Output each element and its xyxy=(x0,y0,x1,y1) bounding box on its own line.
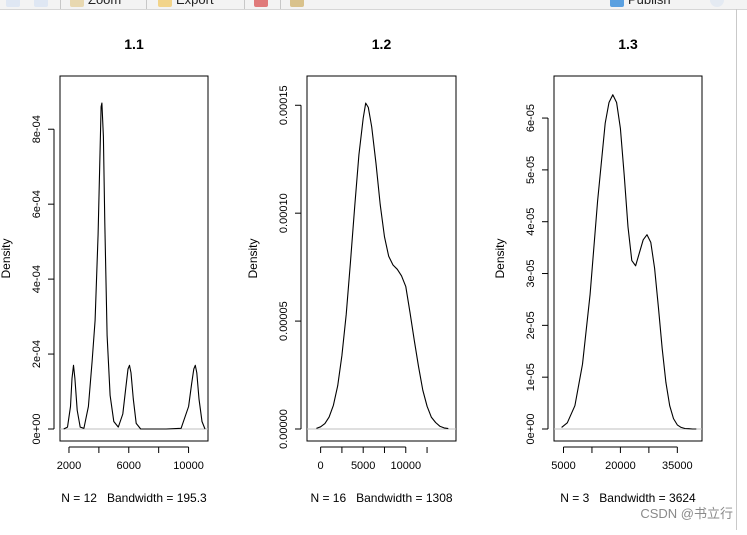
y-tick-label: 0e+00 xyxy=(525,414,537,445)
export-label: Export xyxy=(176,0,214,8)
plot-frame xyxy=(306,75,457,442)
density-plots: 1.1 2000 6000 10000 0e+00 2e-04 4e-04 6e-04 8e-0… xyxy=(0,36,703,505)
forward-arrow-icon xyxy=(34,0,48,7)
x-tick-label: 5000 xyxy=(551,460,575,472)
pane-border xyxy=(736,9,737,530)
export-icon xyxy=(158,0,172,7)
y-tick-label: 4e-05 xyxy=(525,208,537,236)
forward-button[interactable] xyxy=(34,0,48,8)
panel-title: 1.1 xyxy=(124,36,144,52)
publish-icon xyxy=(610,0,624,7)
x-axis-title: N = 12 Bandwidth = 195.3 xyxy=(61,491,207,505)
x-tick-label: 0 xyxy=(318,460,324,472)
x-axis: 2000 6000 10000 xyxy=(57,446,204,472)
y-tick-label: 6e-05 xyxy=(525,104,537,132)
plot-area: 1.1 2000 6000 10000 0e+00 2e-04 4e-04 6e-04 8e-0… xyxy=(0,10,736,530)
toolbar-divider xyxy=(244,0,245,9)
x-axis-title: N = 16 Bandwidth = 1308 xyxy=(310,491,452,505)
y-tick-label: 0.00005 xyxy=(278,301,290,341)
x-tick-label: 2000 xyxy=(57,460,81,472)
y-tick-label: 6e-04 xyxy=(31,190,43,218)
y-tick-label: 0.00010 xyxy=(278,193,290,233)
y-tick-label: 8e-04 xyxy=(31,115,43,143)
x-tick-label: 5000 xyxy=(351,460,375,472)
refresh-button[interactable] xyxy=(710,0,724,8)
zoom-button[interactable]: Zoom xyxy=(70,0,121,8)
y-tick-label: 5e-05 xyxy=(525,156,537,184)
plot-frame xyxy=(553,75,703,442)
panel-title: 1.3 xyxy=(618,36,638,52)
clear-plots-button[interactable] xyxy=(290,0,304,8)
density-curve xyxy=(561,94,697,430)
remove-plot-icon xyxy=(254,0,268,7)
y-axis-title: Density xyxy=(246,238,260,278)
x-tick-label: 20000 xyxy=(605,460,636,472)
export-button[interactable]: Export xyxy=(158,0,214,8)
y-axis-title: Density xyxy=(0,238,13,278)
x-tick-label: 6000 xyxy=(117,460,141,472)
x-tick-label: 10000 xyxy=(173,460,204,472)
y-tick-label: 3e-05 xyxy=(525,259,537,287)
x-axis: 0 5000 10000 xyxy=(318,446,428,472)
refresh-icon xyxy=(710,0,724,7)
density-panel-2: 1.2 0 5000 10000 0.00000 0.00005 0.00010 0.0001… xyxy=(246,36,457,505)
back-arrow-icon xyxy=(6,0,20,7)
y-tick-label: 2e-05 xyxy=(525,311,537,339)
y-tick-label: 0e+00 xyxy=(31,414,43,445)
density-panel-3: 1.3 5000 20000 35000 0e+00 1e-05 2e-05 3e-05 4e-… xyxy=(493,36,703,505)
zoom-icon xyxy=(70,0,84,7)
y-axis-title: Density xyxy=(493,238,507,278)
y-axis: 0.00000 0.00005 0.00010 0.00015 xyxy=(278,85,302,449)
broom-icon xyxy=(290,0,304,7)
panel-title: 1.2 xyxy=(372,36,392,52)
x-axis: 5000 20000 35000 xyxy=(551,446,693,472)
x-tick-label: 35000 xyxy=(662,460,693,472)
y-axis: 0e+00 2e-04 4e-04 6e-04 8e-04 xyxy=(31,115,55,445)
y-tick-label: 4e-04 xyxy=(31,265,43,293)
toolbar-divider xyxy=(146,0,147,9)
toolbar-divider xyxy=(280,0,281,9)
back-button[interactable] xyxy=(6,0,20,8)
density-curve xyxy=(63,102,206,430)
x-tick-label: 10000 xyxy=(390,460,421,472)
publish-button[interactable]: Publish xyxy=(610,0,671,8)
y-tick-label: 1e-05 xyxy=(525,363,537,391)
zoom-label: Zoom xyxy=(88,0,121,8)
watermark: CSDN @书立行 xyxy=(640,506,733,521)
y-tick-label: 2e-04 xyxy=(31,340,43,368)
density-curve xyxy=(316,102,449,430)
plot-frame xyxy=(59,75,209,442)
y-tick-label: 0.00000 xyxy=(278,409,290,449)
y-tick-label: 0.00015 xyxy=(278,85,290,125)
remove-plot-button[interactable] xyxy=(254,0,268,8)
y-axis: 0e+00 1e-05 2e-05 3e-05 4e-05 5e-05 6e-05 xyxy=(525,104,549,445)
toolbar-divider xyxy=(60,0,61,9)
publish-label: Publish xyxy=(628,0,671,8)
density-panel-1: 1.1 2000 6000 10000 0e+00 2e-04 4e-04 6e-04 8e-0… xyxy=(0,36,209,505)
plots-toolbar: Zoom Export Publish xyxy=(0,0,747,10)
x-axis-title: N = 3 Bandwidth = 3624 xyxy=(560,491,696,505)
